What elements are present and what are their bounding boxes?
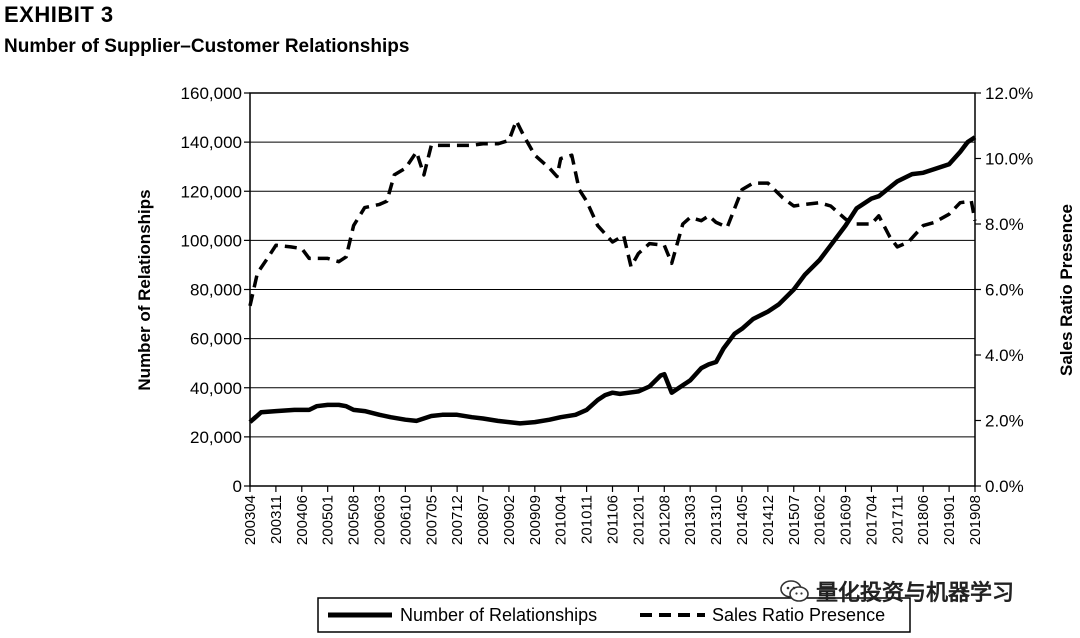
x-tick-label: 201609 — [838, 495, 855, 545]
right-axis-ticks: 0.0% 2.0% 4.0% 6.0% 8.0% 10.0% 12.0% — [975, 84, 1033, 496]
x-tick-label: 201908 — [967, 495, 984, 545]
left-tick-label: 40,000 — [190, 379, 242, 398]
left-tick-label: 60,000 — [190, 330, 242, 349]
x-tick-label: 200610 — [397, 495, 414, 545]
right-tick-label: 10.0% — [985, 150, 1033, 169]
left-tick-label: 140,000 — [181, 133, 242, 152]
x-tick-label: 201507 — [786, 495, 803, 545]
left-tick-label: 100,000 — [181, 231, 242, 250]
x-tick-label: 200712 — [449, 495, 466, 545]
x-tick-label: 201806 — [915, 495, 932, 545]
x-tick-label: 200501 — [320, 495, 337, 545]
left-tick-label: 0 — [233, 477, 242, 496]
x-tick-label: 200311 — [268, 495, 285, 544]
x-tick-label: 200705 — [423, 495, 440, 545]
x-tick-label: 200603 — [371, 495, 388, 545]
x-tick-label: 200909 — [527, 495, 544, 545]
x-tick-label: 200304 — [242, 495, 259, 545]
x-tick-label: 200508 — [346, 495, 363, 545]
x-tick-label: 201310 — [708, 495, 725, 545]
right-tick-label: 8.0% — [985, 215, 1024, 234]
right-tick-label: 0.0% — [985, 477, 1024, 496]
x-tick-label: 200406 — [294, 495, 311, 545]
x-tick-label: 201011 — [579, 495, 596, 544]
x-tick-label: 201303 — [682, 495, 699, 545]
right-tick-label: 2.0% — [985, 412, 1024, 431]
x-tick-label: 201405 — [734, 495, 751, 545]
right-tick-label: 12.0% — [985, 84, 1033, 103]
chart-title: Number of Supplier–Customer Relationship… — [4, 36, 410, 57]
exhibit-label: EXHIBIT 3 — [4, 2, 114, 27]
legend-label-relationships: Number of Relationships — [400, 605, 597, 625]
series-line-sales-ratio — [248, 119, 977, 307]
x-tick-label: 201208 — [656, 495, 673, 545]
left-tick-label: 160,000 — [181, 84, 242, 103]
legend-box — [317, 597, 911, 633]
legend: Number of Relationships Sales Ratio Pres… — [317, 597, 911, 633]
x-tick-label: 200807 — [475, 495, 492, 545]
x-tick-label: 201602 — [812, 495, 829, 545]
x-tick-label: 201704 — [863, 495, 880, 545]
left-axis-ticks: 0 20,000 40,000 60,000 80,000 100,000 120,000 1… — [181, 84, 250, 496]
right-tick-label: 6.0% — [985, 281, 1024, 300]
series-layer — [248, 119, 977, 426]
x-tick-label: 201711 — [889, 495, 906, 544]
right-axis-label: Sales Ratio Presence — [1057, 204, 1076, 376]
wechat-icon — [780, 580, 809, 602]
watermark: 量化投资与机器学习 — [780, 575, 1014, 607]
watermark-text: 量化投资与机器学习 — [816, 580, 1015, 605]
x-tick-label: 201412 — [760, 495, 777, 545]
x-tick-label: 201901 — [941, 495, 958, 545]
legend-label-sales-ratio: Sales Ratio Presence — [712, 605, 885, 625]
series-line-relationships — [248, 135, 977, 426]
x-axis-ticks: 200304 200311 200406 200501 200508 200603 2006… — [242, 486, 984, 545]
x-tick-label: 200902 — [501, 495, 518, 545]
left-axis-label: Number of Relationships — [135, 189, 154, 390]
x-tick-label: 201004 — [553, 495, 570, 545]
left-tick-label: 120,000 — [181, 182, 242, 201]
right-tick-label: 4.0% — [985, 346, 1024, 365]
x-tick-label: 201106 — [605, 495, 622, 544]
x-tick-label: 201201 — [630, 495, 647, 545]
left-tick-label: 80,000 — [190, 281, 242, 300]
gridlines — [250, 141, 975, 438]
left-tick-label: 20,000 — [190, 428, 242, 447]
